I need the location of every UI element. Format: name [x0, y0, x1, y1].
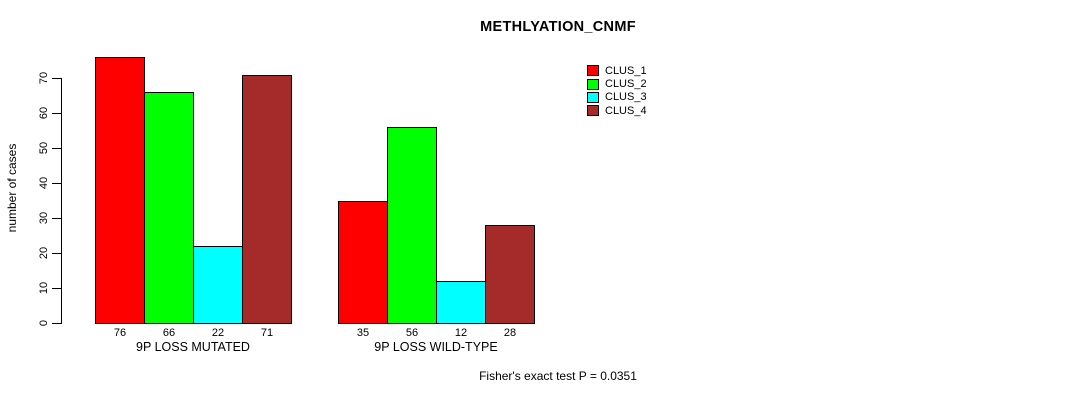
- fisher-test-label: Fisher's exact test P = 0.0351: [479, 369, 637, 383]
- y-axis-line: [61, 78, 62, 324]
- y-tick-label: 20: [38, 246, 50, 260]
- bar-clus_3-group2: [436, 281, 486, 324]
- y-tick-mark: [52, 113, 61, 114]
- legend-label: CLUS_3: [605, 91, 647, 104]
- y-tick-mark: [52, 183, 61, 184]
- legend-item: CLUS_2: [587, 77, 647, 90]
- bar-value-label: 66: [162, 327, 176, 339]
- legend-item: CLUS_3: [587, 91, 647, 104]
- y-tick-mark: [52, 288, 61, 289]
- y-axis-label: number of cases: [5, 143, 19, 233]
- bar-value-label: 35: [356, 327, 370, 339]
- y-tick-label: 30: [38, 211, 50, 225]
- y-tick-mark: [52, 253, 61, 254]
- y-tick-label: 70: [38, 71, 50, 85]
- legend-color-swatch: [587, 105, 599, 117]
- bar-clus_4-group1: [242, 74, 292, 324]
- bar-value-label: 56: [405, 327, 419, 339]
- bar-clus_2-group2: [387, 127, 437, 324]
- y-tick-mark: [52, 148, 61, 149]
- bar-clus_4-group2: [485, 225, 535, 324]
- bar-value-label: 71: [260, 327, 274, 339]
- chart-title: METHLYATION_CNMF: [480, 19, 636, 35]
- y-tick-label: 40: [38, 176, 50, 190]
- legend-label: CLUS_2: [605, 78, 647, 91]
- y-tick-label: 50: [38, 141, 50, 155]
- legend-label: CLUS_1: [605, 64, 647, 77]
- bar-value-label: 76: [113, 327, 127, 339]
- bar-clus_3-group1: [193, 246, 243, 324]
- group-label: 9P LOSS WILD-TYPE: [374, 340, 498, 354]
- y-tick-mark: [52, 323, 61, 324]
- bar-value-label: 12: [454, 327, 468, 339]
- legend-color-swatch: [587, 78, 599, 90]
- bar-clus_2-group1: [144, 92, 194, 324]
- bar-clus_1-group2: [338, 200, 388, 324]
- legend-item: CLUS_1: [587, 64, 647, 77]
- legend-color-swatch: [587, 91, 599, 103]
- y-tick-mark: [52, 218, 61, 219]
- y-tick-label: 10: [38, 281, 50, 295]
- legend-label: CLUS_4: [605, 104, 647, 117]
- bar-value-label: 28: [503, 327, 517, 339]
- legend-item: CLUS_4: [587, 104, 647, 117]
- bar-clus_1-group1: [95, 57, 145, 324]
- y-tick-mark: [52, 78, 61, 79]
- legend: CLUS_1 CLUS_2 CLUS_3 CLUS_4: [587, 64, 647, 118]
- y-tick-label: 60: [38, 106, 50, 120]
- y-tick-label: 0: [38, 319, 50, 327]
- bar-value-label: 22: [211, 327, 225, 339]
- group-label: 9P LOSS MUTATED: [136, 340, 250, 354]
- legend-color-swatch: [587, 65, 599, 77]
